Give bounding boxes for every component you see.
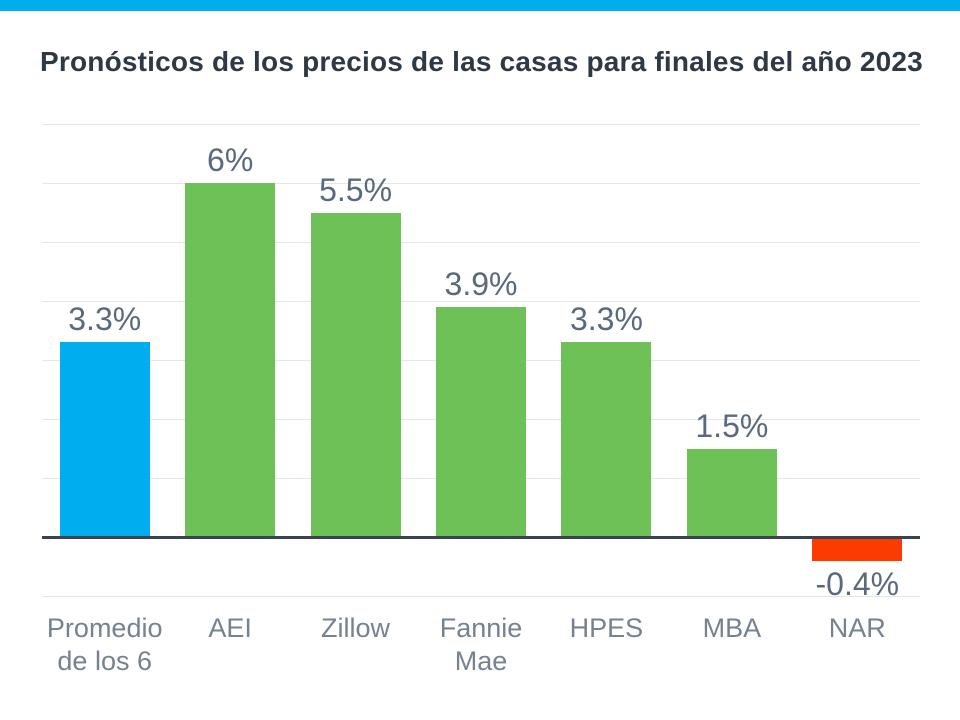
top-accent-bar xyxy=(0,0,960,11)
bar-zillow xyxy=(310,212,401,539)
gridline xyxy=(42,596,920,597)
value-label-mba: 1.5% xyxy=(695,407,769,444)
category-label-aei: AEI xyxy=(208,613,252,643)
category-label-promedio-de-los-6: Promedio de los 6 xyxy=(46,613,163,676)
category-label-nar: NAR xyxy=(828,613,886,643)
bar-chart-plot-area: 3.3% 6% 5.5% 3.9% 3.3% 1.5% -0.4% xyxy=(42,124,920,602)
value-label-aei: 6% xyxy=(207,142,254,178)
bar-hpes xyxy=(561,342,652,539)
bar-nar xyxy=(812,539,903,561)
gridline xyxy=(42,301,920,302)
gridline xyxy=(42,183,920,184)
category-label-mba: MBA xyxy=(702,613,762,643)
value-label-promedio-de-los-6: 3.3% xyxy=(68,301,142,338)
category-label-fannie-mae: Fannie Mae xyxy=(439,613,523,676)
value-label-fannie-mae: 3.9% xyxy=(444,265,518,302)
bar-aei xyxy=(185,183,276,539)
bar-fannie-mae xyxy=(436,306,526,539)
x-axis-line xyxy=(42,536,920,539)
value-label-zillow: 5.5% xyxy=(319,171,393,208)
category-label-zillow: Zillow xyxy=(321,613,391,643)
value-label-nar: -0.4% xyxy=(815,565,900,602)
gridline xyxy=(42,242,920,243)
bar-mba xyxy=(686,448,777,539)
category-label-hpes: HPES xyxy=(569,613,644,643)
chart-title: Pronósticos de los precios de las casas … xyxy=(40,46,923,77)
value-label-hpes: 3.3% xyxy=(569,301,643,338)
bar-promedio-de-los-6 xyxy=(59,342,150,539)
gridline xyxy=(42,124,920,125)
